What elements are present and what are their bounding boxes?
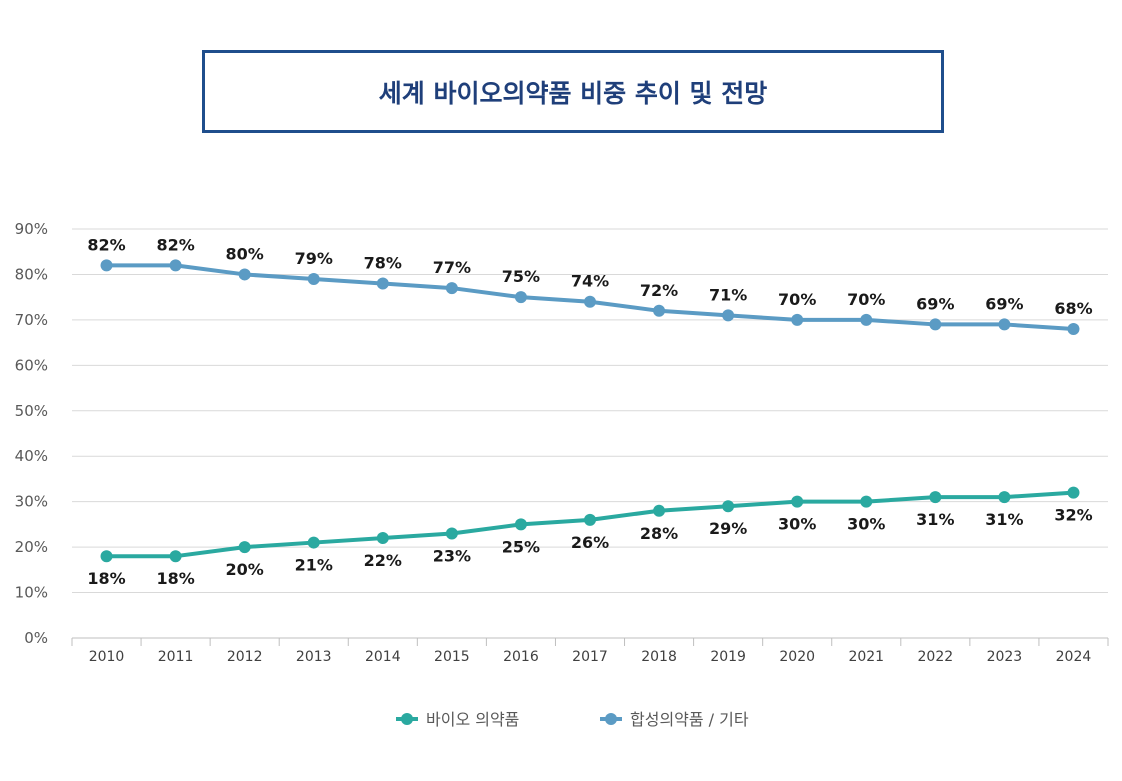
x-tick-label: 2019: [710, 649, 746, 665]
y-tick-label: 70%: [15, 311, 48, 329]
data-point: [653, 504, 666, 517]
data-point: [100, 550, 113, 563]
chart-title: 세계 바이오의약품 비중 추이 및 전망: [378, 78, 768, 108]
x-tick-label: 2017: [572, 649, 608, 665]
x-tick-label: 2024: [1056, 649, 1092, 665]
data-point: [169, 550, 182, 563]
data-point: [791, 313, 804, 326]
data-label: 31%: [985, 510, 1023, 529]
data-label: 70%: [778, 290, 816, 309]
data-point: [100, 259, 113, 272]
data-point: [169, 259, 182, 272]
legend-marker: [605, 713, 617, 725]
x-tick-label: 2012: [227, 649, 263, 665]
data-point: [238, 541, 251, 554]
data-label: 32%: [1054, 506, 1092, 525]
y-tick-label: 50%: [15, 402, 48, 420]
data-point: [653, 304, 666, 317]
data-point: [584, 513, 596, 526]
data-point: [860, 495, 873, 508]
data-point: [998, 318, 1011, 331]
y-tick-label: 40%: [15, 447, 48, 465]
data-label: 22%: [364, 551, 402, 570]
x-tick-label: 2020: [779, 649, 815, 665]
data-point: [1067, 486, 1080, 499]
data-point: [722, 309, 735, 322]
chart-title-box: 세계 바이오의약품 비중 추이 및 전망: [202, 50, 944, 133]
data-label: 78%: [364, 254, 402, 273]
x-tick-label: 2013: [296, 649, 332, 665]
data-point: [376, 277, 389, 290]
data-label: 82%: [156, 235, 194, 254]
data-point: [998, 491, 1011, 504]
y-tick-label: 30%: [15, 493, 48, 511]
data-label: 26%: [571, 533, 609, 552]
x-tick-label: 2014: [365, 649, 401, 665]
data-label: 69%: [985, 294, 1023, 313]
data-point: [307, 536, 320, 549]
data-point: [514, 291, 527, 304]
data-point: [445, 282, 458, 295]
x-tick-label: 2018: [641, 649, 677, 665]
data-label: 79%: [295, 249, 333, 268]
x-tick-label: 2011: [158, 649, 194, 665]
y-tick-label: 20%: [15, 538, 48, 556]
data-label: 82%: [87, 235, 125, 254]
data-label: 30%: [778, 515, 816, 534]
x-tick-label: 2022: [918, 649, 954, 665]
legend-label: 바이오 의약품: [426, 710, 519, 729]
data-label: 25%: [502, 537, 540, 556]
data-label: 68%: [1054, 299, 1092, 318]
data-label: 21%: [295, 556, 333, 575]
x-tick-label: 2016: [503, 649, 539, 665]
data-point: [1067, 322, 1080, 335]
data-point: [376, 532, 389, 545]
data-label: 31%: [916, 510, 954, 529]
x-tick-label: 2023: [987, 649, 1023, 665]
legend-label: 합성의약품 / 기타: [630, 710, 749, 729]
data-label: 80%: [226, 244, 264, 263]
data-label: 30%: [847, 515, 885, 534]
x-tick-label: 2010: [89, 649, 125, 665]
data-point: [722, 500, 735, 513]
data-point: [307, 272, 320, 285]
y-tick-label: 10%: [15, 584, 48, 602]
y-tick-label: 60%: [15, 356, 48, 374]
data-point: [514, 518, 527, 531]
data-point: [860, 313, 873, 326]
data-point: [929, 318, 942, 331]
y-tick-label: 90%: [15, 220, 48, 238]
y-tick-label: 80%: [15, 265, 48, 283]
data-label: 70%: [847, 290, 885, 309]
data-label: 23%: [433, 546, 471, 565]
x-tick-label: 2021: [848, 649, 884, 665]
data-label: 29%: [709, 519, 747, 538]
legend-marker: [401, 713, 413, 725]
data-label: 77%: [433, 258, 471, 277]
data-label: 18%: [87, 569, 125, 588]
data-label: 72%: [640, 281, 678, 300]
data-label: 75%: [502, 267, 540, 286]
x-tick-label: 2015: [434, 649, 470, 665]
data-label: 20%: [226, 560, 264, 579]
data-label: 69%: [916, 294, 954, 313]
data-point: [584, 295, 596, 308]
data-label: 28%: [640, 524, 678, 543]
data-label: 71%: [709, 285, 747, 304]
data-label: 74%: [571, 272, 609, 291]
data-label: 18%: [156, 569, 194, 588]
data-point: [791, 495, 804, 508]
data-point: [445, 527, 458, 540]
data-point: [238, 268, 251, 281]
y-tick-label: 0%: [24, 629, 48, 647]
data-point: [929, 491, 942, 504]
